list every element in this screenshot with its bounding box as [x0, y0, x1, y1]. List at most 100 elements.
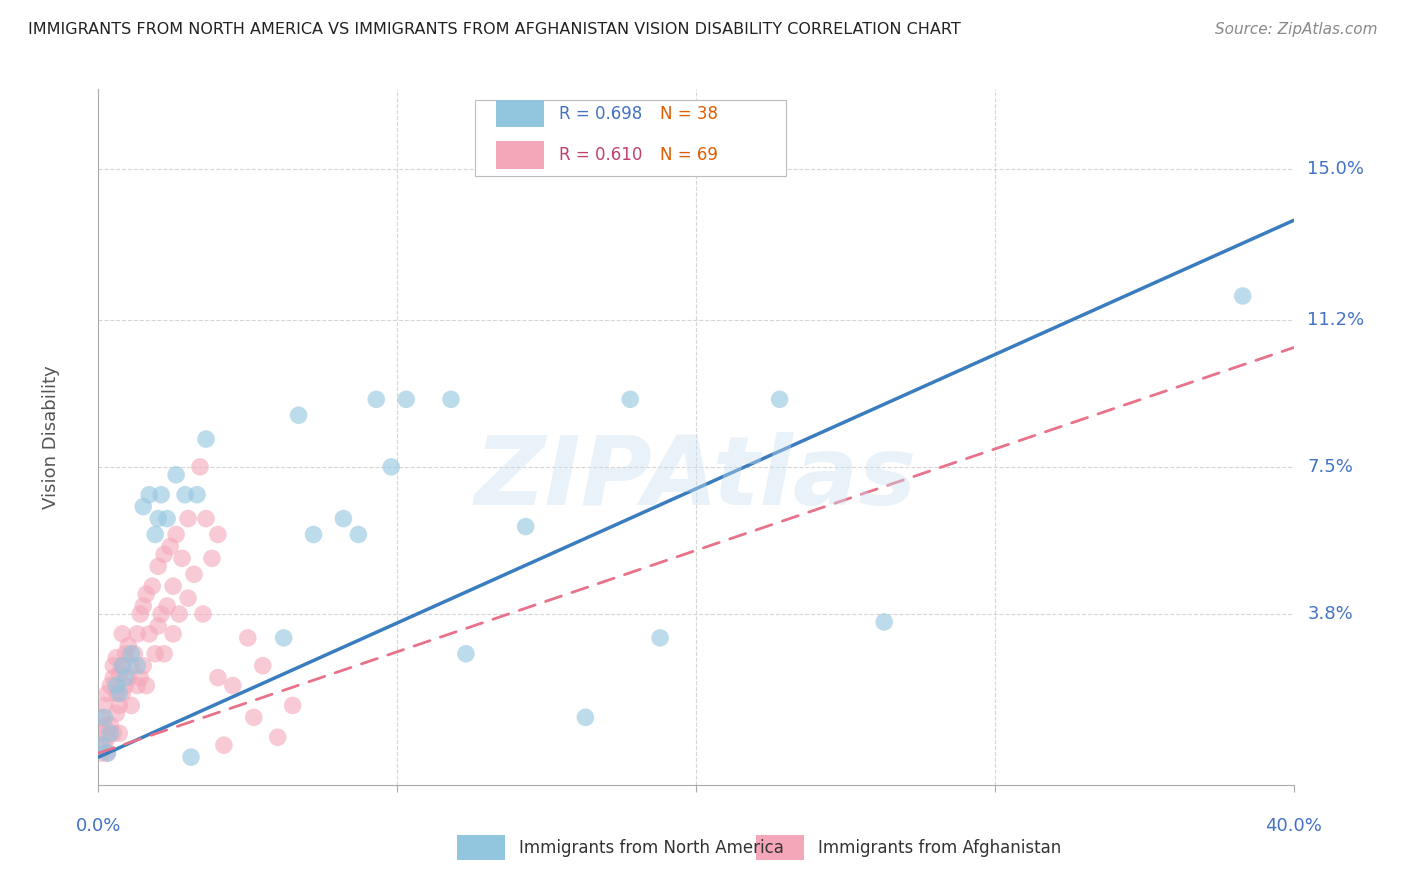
- Point: [1232, 289, 1254, 303]
- Text: 40.0%: 40.0%: [1265, 817, 1322, 835]
- Text: IMMIGRANTS FROM NORTH AMERICA VS IMMIGRANTS FROM AFGHANISTAN VISION DISABILITY C: IMMIGRANTS FROM NORTH AMERICA VS IMMIGRA…: [28, 22, 960, 37]
- Point: [287, 408, 309, 422]
- Point: [148, 559, 170, 574]
- Point: [167, 607, 190, 621]
- Point: [108, 698, 131, 713]
- Point: [96, 746, 118, 760]
- Point: [105, 650, 128, 665]
- Point: [191, 607, 214, 621]
- Point: [98, 718, 122, 732]
- Point: [111, 658, 134, 673]
- Point: [117, 639, 139, 653]
- Point: [188, 459, 211, 474]
- Point: [98, 726, 122, 740]
- Point: [132, 658, 155, 673]
- Point: [90, 726, 112, 740]
- FancyBboxPatch shape: [496, 100, 544, 128]
- Point: [177, 511, 200, 525]
- Point: [90, 710, 112, 724]
- Point: [132, 599, 155, 613]
- Point: [93, 738, 115, 752]
- Text: Immigrants from North America: Immigrants from North America: [519, 838, 785, 856]
- Point: [114, 679, 136, 693]
- Point: [105, 686, 128, 700]
- Point: [93, 718, 115, 732]
- Point: [201, 551, 224, 566]
- Point: [120, 647, 142, 661]
- Point: [769, 392, 792, 407]
- Point: [96, 686, 118, 700]
- Point: [138, 627, 160, 641]
- Point: [252, 658, 274, 673]
- Point: [111, 686, 134, 700]
- Point: [650, 631, 672, 645]
- Point: [114, 647, 136, 661]
- Text: R = 0.698: R = 0.698: [558, 104, 641, 122]
- Point: [103, 658, 125, 673]
- Point: [150, 488, 173, 502]
- Point: [141, 579, 163, 593]
- Point: [105, 706, 128, 721]
- Point: [515, 519, 537, 533]
- Point: [212, 738, 235, 752]
- Text: ZIPAtlas: ZIPAtlas: [475, 433, 917, 525]
- Point: [96, 746, 118, 760]
- Point: [120, 658, 142, 673]
- Text: Vision Disability: Vision Disability: [42, 365, 59, 509]
- Text: N = 69: N = 69: [661, 146, 718, 164]
- Point: [153, 647, 176, 661]
- Point: [127, 627, 149, 641]
- Point: [162, 579, 184, 593]
- Point: [162, 627, 184, 641]
- Point: [138, 488, 160, 502]
- Text: 3.8%: 3.8%: [1308, 605, 1353, 623]
- Point: [159, 540, 181, 554]
- Point: [105, 679, 128, 693]
- Point: [111, 627, 134, 641]
- Point: [186, 488, 208, 502]
- Point: [281, 698, 304, 713]
- Point: [174, 488, 197, 502]
- FancyBboxPatch shape: [475, 100, 786, 177]
- Point: [132, 500, 155, 514]
- Text: Immigrants from Afghanistan: Immigrants from Afghanistan: [818, 838, 1062, 856]
- Point: [148, 619, 170, 633]
- Point: [153, 547, 176, 561]
- FancyBboxPatch shape: [457, 836, 505, 860]
- Point: [347, 527, 370, 541]
- Point: [143, 527, 166, 541]
- Point: [243, 710, 266, 724]
- Point: [98, 679, 122, 693]
- Point: [114, 671, 136, 685]
- Point: [165, 527, 187, 541]
- Point: [454, 647, 477, 661]
- Point: [172, 551, 194, 566]
- Point: [180, 750, 202, 764]
- Text: 0.0%: 0.0%: [76, 817, 121, 835]
- Point: [108, 666, 131, 681]
- Point: [124, 647, 146, 661]
- Point: [129, 607, 152, 621]
- FancyBboxPatch shape: [496, 141, 544, 169]
- Point: [93, 698, 115, 713]
- Point: [90, 738, 112, 752]
- Point: [177, 591, 200, 606]
- Point: [93, 710, 115, 724]
- Point: [236, 631, 259, 645]
- Point: [302, 527, 325, 541]
- Point: [150, 607, 173, 621]
- Point: [195, 432, 218, 446]
- Point: [380, 459, 402, 474]
- Point: [207, 671, 229, 685]
- Text: 7.5%: 7.5%: [1308, 458, 1354, 476]
- Point: [108, 686, 131, 700]
- Text: N = 38: N = 38: [661, 104, 718, 122]
- Point: [440, 392, 463, 407]
- Point: [273, 631, 295, 645]
- Point: [96, 731, 118, 745]
- Point: [156, 599, 179, 613]
- Point: [148, 511, 170, 525]
- Point: [117, 671, 139, 685]
- Point: [90, 746, 112, 760]
- Point: [267, 731, 290, 745]
